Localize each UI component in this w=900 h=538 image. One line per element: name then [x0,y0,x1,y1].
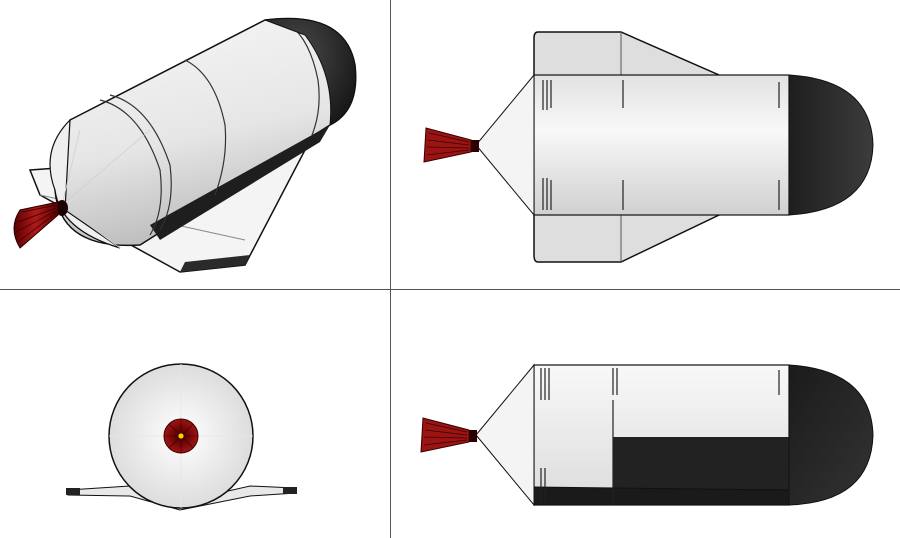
front-view [0,290,390,538]
top-spacecraft [423,31,874,263]
nose-cap [788,364,874,506]
nose-cap [264,17,357,126]
viewport-divider-vertical [390,0,391,538]
aft-cone [49,118,121,249]
engine-nozzle [13,200,68,249]
side-view [391,290,900,538]
nose-cap [788,74,874,216]
main-body [54,17,357,247]
engine-nozzle [423,127,479,163]
ring-lines [542,80,780,210]
aft-cone [475,73,535,217]
aft-cone [475,363,535,507]
skid [533,486,790,506]
top-view [391,0,900,289]
side-spacecraft [420,363,874,507]
ring-lines [540,368,780,505]
main-body [533,74,790,216]
viewport-divider-horizontal [0,289,900,290]
engine-nozzle [420,417,477,453]
front-spacecraft [66,363,297,511]
isometric-view [0,0,390,289]
isometric-spacecraft [13,17,357,273]
